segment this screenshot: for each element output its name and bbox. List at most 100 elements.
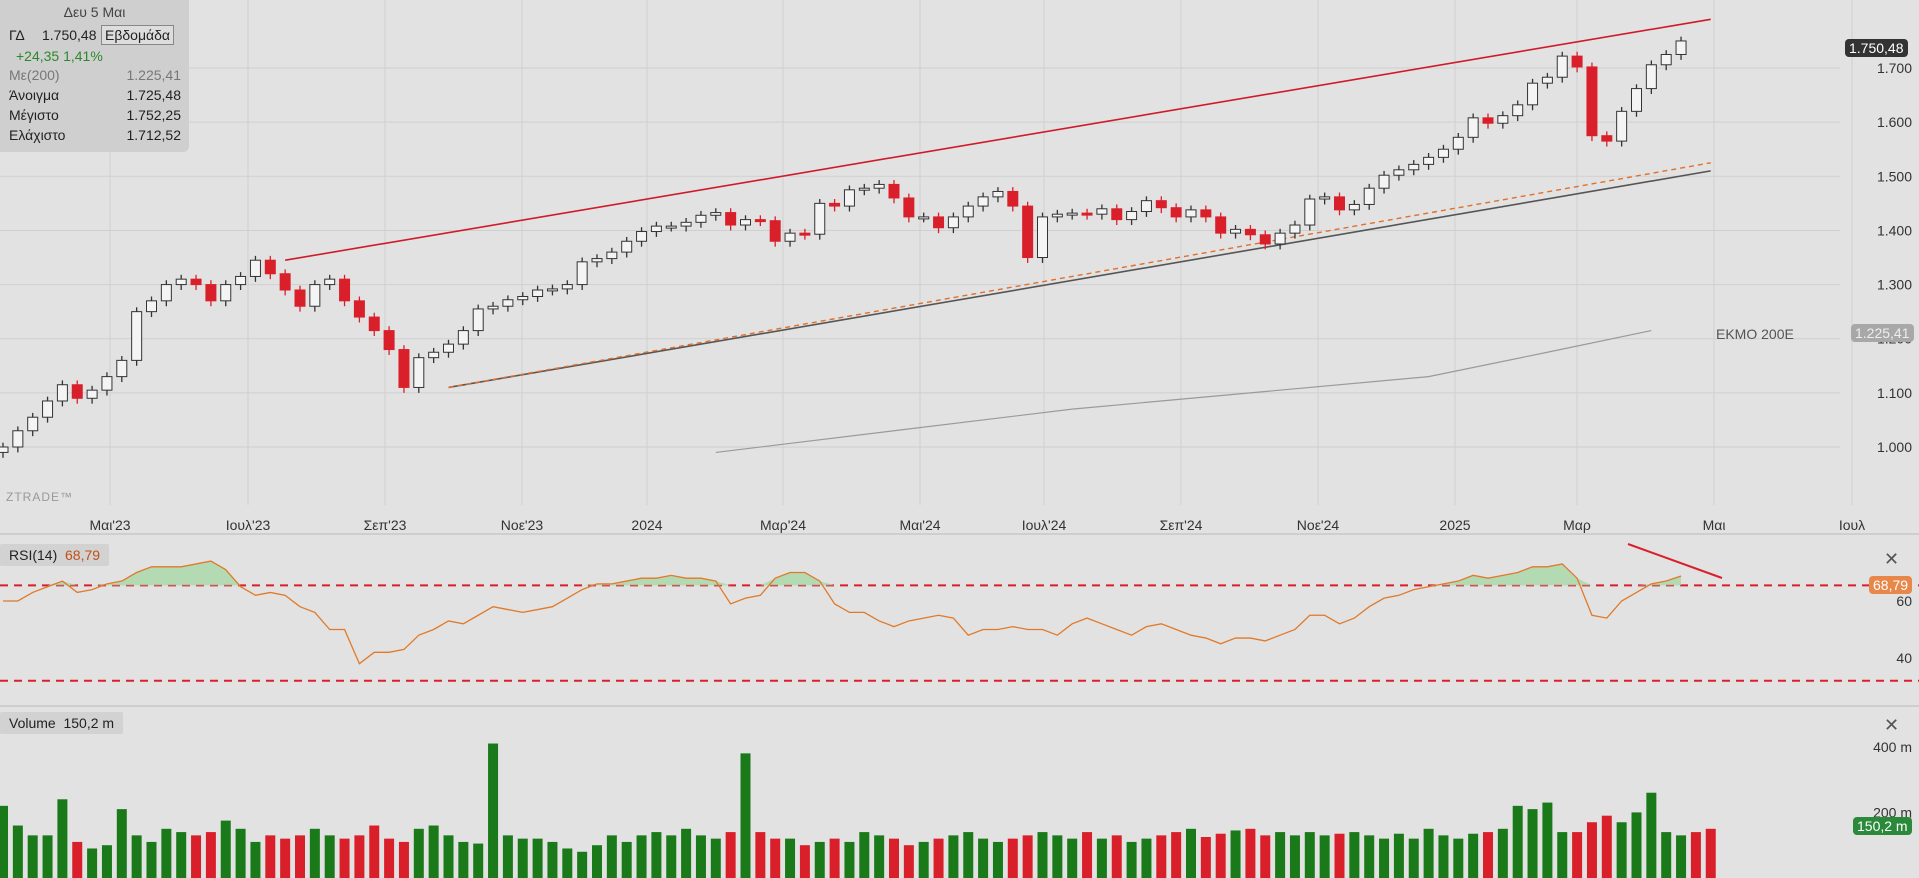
volume-bar: [695, 835, 706, 878]
candle-body: [339, 278, 351, 302]
volume-bar: [1289, 835, 1300, 878]
volume-bar: [903, 845, 914, 878]
candle-body: [888, 183, 900, 199]
candle-body: [962, 205, 974, 218]
candle-body: [1616, 110, 1628, 142]
info-open-value: 1.725,48: [126, 87, 182, 103]
volume-bar: [235, 828, 246, 878]
candle-body: [1259, 234, 1271, 245]
candle-body: [1467, 117, 1479, 138]
candle-body: [1452, 136, 1464, 150]
volume-close-icon[interactable]: ✕: [1884, 715, 1900, 735]
info-high-value: 1.752,25: [126, 107, 182, 123]
candle-body: [220, 284, 232, 302]
volume-legend[interactable]: Volume 150,2 m: [0, 712, 124, 734]
candle-body: [324, 278, 336, 286]
upper-trendline: [285, 18, 1711, 262]
volume-bar: [1260, 835, 1271, 878]
candle-body: [784, 232, 796, 242]
candle-body: [591, 258, 603, 263]
rsi-tag: 68,79: [1869, 576, 1913, 594]
volume-bar: [205, 832, 216, 878]
volume-bar: [488, 743, 499, 878]
volume-bar: [1349, 832, 1360, 878]
candle-body: [858, 187, 870, 191]
volume-bar: [502, 835, 513, 878]
volume-tick-label: 400 m: [1873, 739, 1912, 755]
candle-body: [1111, 208, 1123, 221]
volume-bar: [250, 841, 261, 878]
ma-chart-label: EKMO 200E: [1716, 326, 1794, 342]
candle-body: [1140, 200, 1152, 212]
rsi-close-icon[interactable]: ✕: [1884, 549, 1900, 569]
volume-bar: [517, 838, 528, 878]
volume-panel[interactable]: 200 m 400 m: [0, 739, 1912, 878]
candle-body: [606, 251, 618, 260]
candle-body: [175, 278, 187, 286]
volume-bar: [27, 835, 38, 878]
candle-body: [309, 284, 321, 307]
ma200-layer: [715, 330, 1652, 454]
timeframe-selector[interactable]: Εβδομάδα: [101, 25, 175, 45]
candle-body: [1393, 169, 1405, 176]
rsi-legend[interactable]: RSI(14) 68,79: [0, 544, 110, 566]
info-date: Δευ 5 Μαι: [63, 4, 126, 20]
volume-tick-label: 200 m: [1873, 804, 1912, 820]
candles-layer[interactable]: [0, 36, 1687, 458]
volume-bar: [354, 835, 365, 878]
volume-bar: [116, 809, 127, 878]
y-tick-label: 1.100: [1877, 385, 1912, 401]
volume-bar: [1438, 835, 1449, 878]
candle-body: [710, 212, 722, 216]
candle-body: [1437, 148, 1449, 158]
x-tick-label: Ιουλ: [1839, 517, 1865, 533]
volume-bar: [1483, 832, 1493, 878]
rsi-legend-value: 68,79: [65, 547, 101, 563]
candle-body: [532, 289, 544, 297]
info-low-value: 1.712,52: [126, 127, 182, 143]
volume-label: Volume: [9, 715, 56, 731]
candle-body: [1408, 163, 1420, 171]
volume-bar: [369, 825, 380, 878]
candle-body: [695, 214, 707, 223]
candle-body: [71, 384, 83, 399]
rsi-panel[interactable]: 40 60: [0, 543, 1919, 682]
volume-bar: [1037, 832, 1048, 878]
volume-bar: [1215, 833, 1226, 878]
x-tick-label: Μαρ: [1563, 517, 1591, 533]
candle-body: [769, 220, 781, 242]
volume-bar: [829, 838, 840, 878]
candle-body: [1601, 135, 1613, 142]
ma-tag: 1.225,41: [1851, 324, 1914, 342]
rsi-tick-label: 60: [1896, 593, 1912, 609]
candle-body: [1645, 64, 1657, 90]
volume-bar: [57, 799, 68, 878]
volume-bar: [1393, 833, 1404, 878]
volume-bar: [740, 753, 751, 878]
candle-body: [1571, 55, 1583, 68]
volume-bar: [1334, 833, 1345, 878]
volume-bar: [131, 835, 142, 878]
candle-body: [235, 275, 247, 286]
volume-tag: 150,2 m: [1853, 817, 1912, 835]
volume-bar: [770, 838, 781, 878]
rsi-overbought-fill: [3, 561, 1682, 586]
volume-bar: [621, 841, 632, 878]
volume-bar: [592, 845, 602, 878]
candle-body: [1363, 187, 1375, 205]
candle-body: [1096, 208, 1108, 215]
candle-body: [1556, 55, 1568, 78]
volume-bar: [324, 835, 335, 878]
volume-bar: [1512, 805, 1523, 878]
volume-bar: [874, 835, 885, 878]
volume-bar: [1126, 841, 1137, 878]
x-tick-label: 2025: [1439, 517, 1470, 533]
candle-body: [502, 299, 514, 307]
volume-bar: [146, 841, 157, 878]
candle-body: [546, 288, 558, 292]
candle-body: [561, 284, 573, 290]
volume-bar: [398, 841, 409, 878]
info-symbol: ΓΔ: [9, 27, 25, 43]
volume-bar: [428, 825, 439, 878]
volume-bar: [755, 832, 766, 878]
